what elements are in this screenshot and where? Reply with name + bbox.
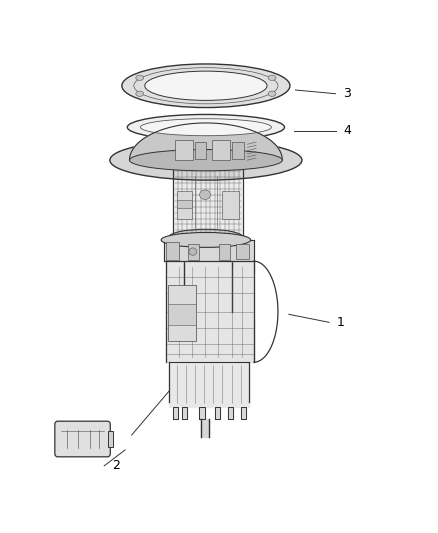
Text: 1: 1: [337, 316, 345, 329]
Text: 4: 4: [343, 124, 351, 138]
Bar: [177, 191, 192, 219]
Bar: [168, 285, 196, 341]
Ellipse shape: [127, 115, 285, 140]
Ellipse shape: [136, 91, 144, 96]
Polygon shape: [175, 163, 241, 235]
Bar: [195, 142, 206, 159]
Polygon shape: [182, 407, 187, 419]
Ellipse shape: [169, 229, 243, 245]
Bar: [166, 242, 179, 260]
Ellipse shape: [161, 232, 251, 247]
Bar: [219, 244, 230, 260]
Polygon shape: [130, 123, 283, 160]
Bar: [212, 140, 230, 160]
Bar: [232, 142, 244, 159]
Polygon shape: [228, 407, 233, 419]
Text: 3: 3: [343, 87, 351, 100]
Polygon shape: [231, 237, 235, 312]
Bar: [223, 191, 239, 219]
Ellipse shape: [141, 119, 272, 136]
Bar: [188, 244, 199, 260]
Bar: [236, 244, 249, 259]
Bar: [168, 304, 196, 325]
Bar: [108, 431, 113, 447]
Text: 2: 2: [112, 459, 120, 472]
Ellipse shape: [122, 64, 290, 108]
Ellipse shape: [136, 75, 144, 80]
Polygon shape: [241, 407, 246, 419]
FancyBboxPatch shape: [55, 421, 110, 457]
Polygon shape: [164, 240, 254, 261]
Ellipse shape: [130, 150, 283, 171]
Polygon shape: [199, 407, 205, 419]
Ellipse shape: [268, 91, 276, 96]
Polygon shape: [169, 362, 249, 407]
Polygon shape: [173, 407, 178, 419]
Polygon shape: [181, 237, 185, 312]
Bar: [175, 140, 193, 160]
Ellipse shape: [189, 248, 197, 255]
Polygon shape: [166, 261, 254, 362]
Polygon shape: [215, 407, 220, 419]
Polygon shape: [201, 419, 209, 437]
Bar: [177, 200, 192, 208]
Ellipse shape: [268, 75, 276, 80]
Ellipse shape: [200, 190, 211, 199]
Ellipse shape: [145, 71, 267, 100]
Ellipse shape: [110, 140, 302, 180]
